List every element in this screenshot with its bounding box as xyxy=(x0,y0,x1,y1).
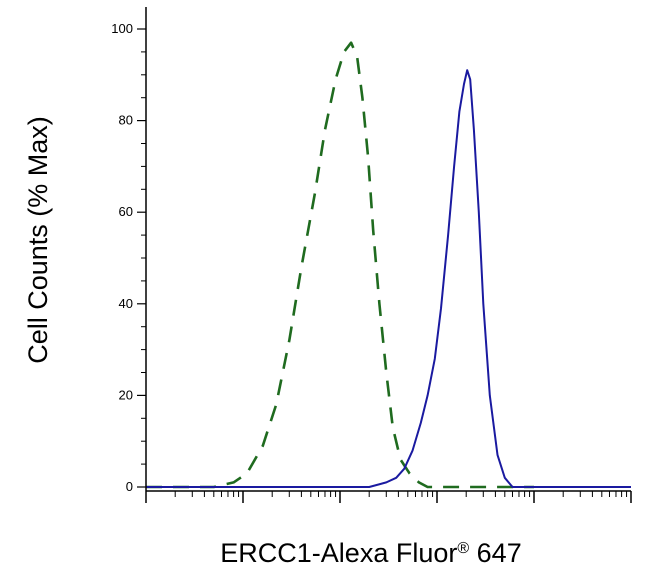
plot-area xyxy=(146,41,631,489)
y-tick-label: 60 xyxy=(119,204,133,219)
x-axis-title-mark: ® xyxy=(457,540,469,557)
y-axis-title: Cell Counts (% Max) xyxy=(23,116,53,364)
y-tick-label: 0 xyxy=(126,479,133,494)
y-tick-label: 20 xyxy=(119,387,133,402)
y-tick-label: 80 xyxy=(119,113,133,128)
y-axis: 0 20 40 60 80 100 xyxy=(111,7,147,494)
y-tick-label: 100 xyxy=(111,21,133,36)
series-line-solid xyxy=(146,69,631,488)
series-line-dashed xyxy=(146,41,534,489)
x-axis-title-main: ERCC1-Alexa Fluor xyxy=(220,538,457,568)
x-axis-title-suffix: 647 xyxy=(469,538,522,568)
y-tick-label: 40 xyxy=(119,296,133,311)
x-axis-title: ERCC1-Alexa Fluor® 647 xyxy=(220,538,521,568)
x-axis xyxy=(145,490,632,503)
